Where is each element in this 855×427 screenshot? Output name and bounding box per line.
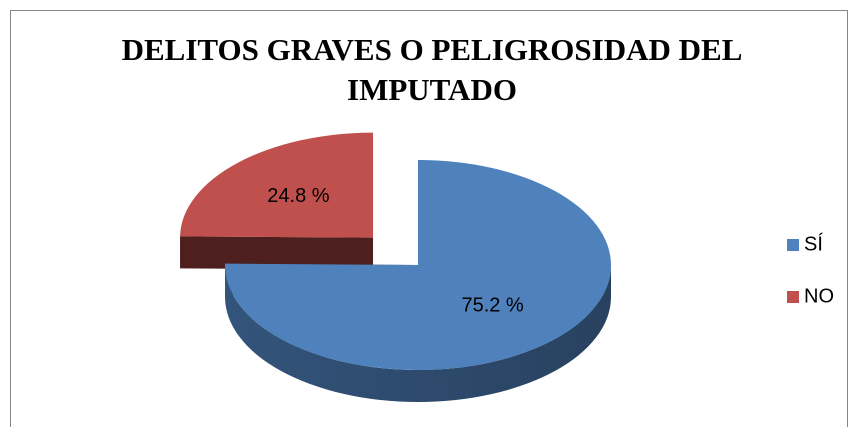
legend-label: SÍ [804, 232, 823, 255]
legend-swatch [787, 239, 799, 251]
pie-slice [180, 132, 374, 270]
legend-label: NO [804, 285, 834, 307]
chart-title: DELITOS GRAVES O PELIGROSIDAD DEL IMPUTA… [121, 32, 743, 107]
slice-face [180, 236, 374, 270]
data-label: 24.8 % [267, 185, 329, 207]
data-label: 75.2 % [461, 294, 523, 316]
slice-top [224, 160, 611, 371]
legend-swatch [787, 291, 799, 303]
chart-border [10, 10, 848, 427]
slice-top [180, 132, 374, 238]
slice-side [225, 265, 611, 402]
pie-slice [224, 160, 611, 402]
